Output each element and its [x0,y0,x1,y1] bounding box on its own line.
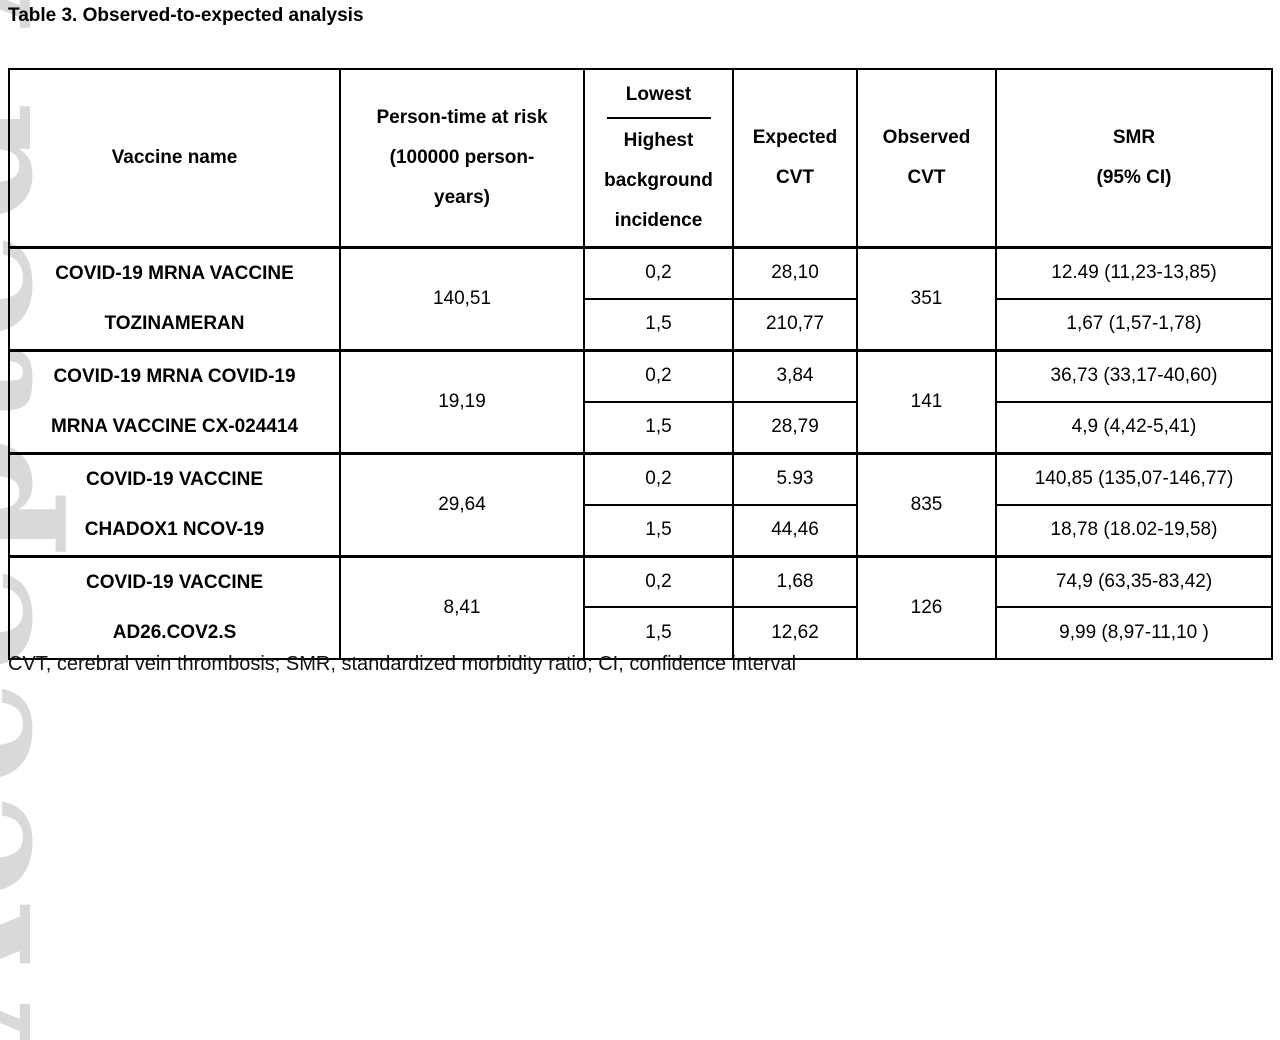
expected-cvt-cell: 28,79 [732,400,858,454]
table-row: COVID-19 MRNA VACCINE TOZINAMERAN 140,51… [8,245,1273,351]
incidence-cell: 1,5 [583,297,734,351]
observed-cvt-cell: 141 [856,348,997,454]
table-footnote: CVT, cerebral vein thrombosis; SMR, stan… [8,653,797,675]
observed-cvt-cell: 351 [856,245,997,351]
person-time-cell: 140,51 [339,245,585,351]
expected-cvt-cell: 1,68 [732,554,858,609]
table-row: COVID-19 VACCINE CHADOX1 NCOV-19 29,64 0… [8,451,1273,557]
table-header-row: Vaccine name Person-time at risk (100000… [8,68,1273,249]
smr-cell: 12.49 (11,23-13,85) [995,245,1273,300]
header-incidence-line: incidence [614,209,703,231]
incidence-cell: 0,2 [583,245,734,300]
incidence-cell: 1,5 [583,400,734,454]
table-title: Table 3. Observed-to-expected analysis [8,5,364,26]
expected-cvt-cell: 12,62 [732,606,858,660]
expected-cvt-cell: 44,46 [732,503,858,557]
header-person-time-line: Person-time at risk [376,106,548,128]
incidence-cell: 0,2 [583,451,734,506]
header-person-time-line: years) [434,186,490,208]
table-subrow: 1,5 12,62 9,99 (8,97-11,10 ) [9,606,1273,660]
expected-cvt-cell: 5.93 [732,451,858,506]
observed-cvt-cell: 126 [856,554,997,660]
vaccine-name-cell: COVID-19 VACCINE AD26.COV2.S [8,554,341,660]
header-smr: SMR (95% CI) [995,68,1273,249]
incidence-cell: 1,5 [583,606,734,660]
header-incidence-line: Highest [623,129,694,151]
vaccine-name-cell: COVID-19 MRNA VACCINE TOZINAMERAN [8,245,341,351]
table-subrow: 1,5 44,46 18,78 (18.02-19,58) [9,503,1273,557]
expected-cvt-cell: 210,77 [732,297,858,351]
header-person-time: Person-time at risk (100000 person- year… [339,68,585,249]
expected-cvt-cell: 28,10 [732,245,858,300]
smr-cell: 140,85 (135,07-146,77) [995,451,1273,506]
person-time-cell: 19,19 [339,348,585,454]
table-subrow: 1,5 210,77 1,67 (1,57-1,78) [9,297,1273,351]
header-person-time-line: (100000 person- [389,146,535,168]
header-incidence-lowest: Lowest [625,83,692,105]
person-time-cell: 29,64 [339,451,585,557]
smr-cell: 18,78 (18.02-19,58) [995,503,1273,557]
table-row: COVID-19 VACCINE AD26.COV2.S 8,41 0,2 1,… [8,554,1273,660]
header-background-incidence: Lowest Highest background incidence [583,68,734,249]
incidence-cell: 0,2 [583,554,734,609]
smr-cell: 1,67 (1,57-1,78) [995,297,1273,351]
fraction-rule [606,116,711,119]
smr-cell: 36,73 (33,17-40,60) [995,348,1273,403]
header-observed-cvt: Observed CVT [856,68,997,249]
person-time-cell: 8,41 [339,554,585,660]
vaccine-name-cell: COVID-19 MRNA COVID-19 MRNA VACCINE CX-0… [8,348,341,454]
table-row: COVID-19 MRNA COVID-19 MRNA VACCINE CX-0… [8,348,1273,454]
observed-cvt-cell: 835 [856,451,997,557]
smr-cell: 9,99 (8,97-11,10 ) [995,606,1273,660]
header-vaccine-name: Vaccine name [8,68,341,249]
incidence-cell: 1,5 [583,503,734,557]
incidence-cell: 0,2 [583,348,734,403]
expected-cvt-cell: 3,84 [732,348,858,403]
header-expected-cvt: Expected CVT [732,68,858,249]
header-incidence-line: background [604,169,713,191]
smr-cell: 4,9 (4,42-5,41) [995,400,1273,454]
vaccine-name-cell: COVID-19 VACCINE CHADOX1 NCOV-19 [8,451,341,557]
table-subrow: 1,5 28,79 4,9 (4,42-5,41) [9,400,1273,454]
observed-to-expected-table: Vaccine name Person-time at risk (100000… [8,68,1273,660]
smr-cell: 74,9 (63,35-83,42) [995,554,1273,609]
